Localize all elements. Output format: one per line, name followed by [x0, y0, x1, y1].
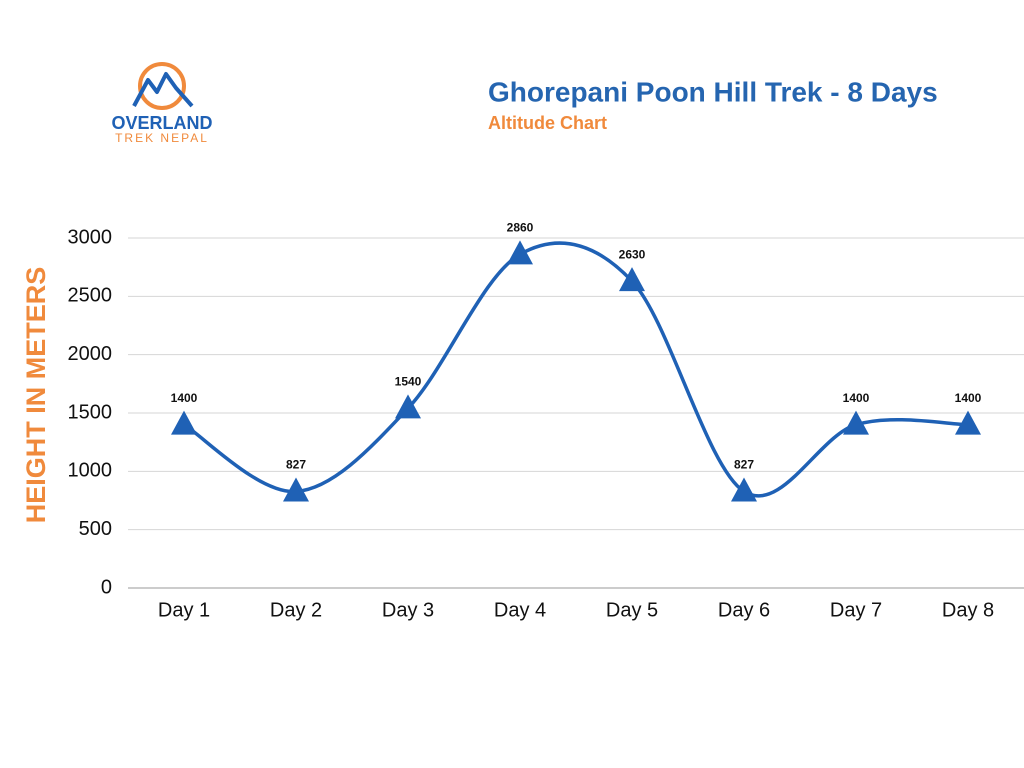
marker: [507, 240, 533, 265]
y-tick-label: 2000: [68, 343, 113, 365]
data-label: 2860: [507, 221, 534, 235]
y-tick-label: 1500: [68, 401, 113, 423]
logo-name: OVERLAND: [111, 113, 212, 133]
data-label: 827: [286, 458, 306, 472]
data-label: 1400: [843, 391, 870, 405]
marker: [619, 267, 645, 292]
x-tick-label: Day 5: [606, 599, 658, 621]
marker: [171, 410, 197, 435]
marker: [955, 410, 981, 435]
logo-tagline: TREK NEPAL: [115, 131, 209, 145]
marker: [843, 410, 869, 435]
data-label: 1400: [955, 391, 982, 405]
marker: [283, 477, 309, 502]
logo: OVERLAND TREK NEPAL: [111, 62, 213, 145]
y-tick-label: 0: [101, 576, 112, 598]
chart-title: Ghorepani Poon Hill Trek - 8 Days: [488, 76, 938, 107]
data-label: 827: [734, 458, 754, 472]
y-tick-label: 3000: [68, 226, 113, 248]
y-tick-label: 500: [79, 518, 112, 540]
y-tick-label: 1000: [68, 460, 113, 482]
x-tick-label: Day 4: [494, 599, 546, 621]
chart-subtitle: Altitude Chart: [488, 113, 607, 133]
logo-mountain: [132, 72, 194, 108]
data-label: 1400: [171, 391, 198, 405]
x-tick-label: Day 7: [830, 599, 882, 621]
x-tick-label: Day 3: [382, 599, 434, 621]
line: [183, 241, 969, 498]
data-label: 1540: [395, 375, 422, 389]
y-tick-label: 2500: [68, 285, 113, 307]
x-tick-label: Day 8: [942, 599, 994, 621]
marker: [395, 394, 421, 419]
x-tick-label: Day 6: [718, 599, 770, 621]
data-label: 2630: [619, 247, 646, 261]
marker: [731, 477, 757, 502]
logo-ring: [138, 62, 186, 110]
x-tick-label: Day 2: [270, 599, 322, 621]
x-tick-label: Day 1: [158, 599, 210, 621]
y-axis-label: HEIGHT IN METERS: [21, 267, 51, 524]
